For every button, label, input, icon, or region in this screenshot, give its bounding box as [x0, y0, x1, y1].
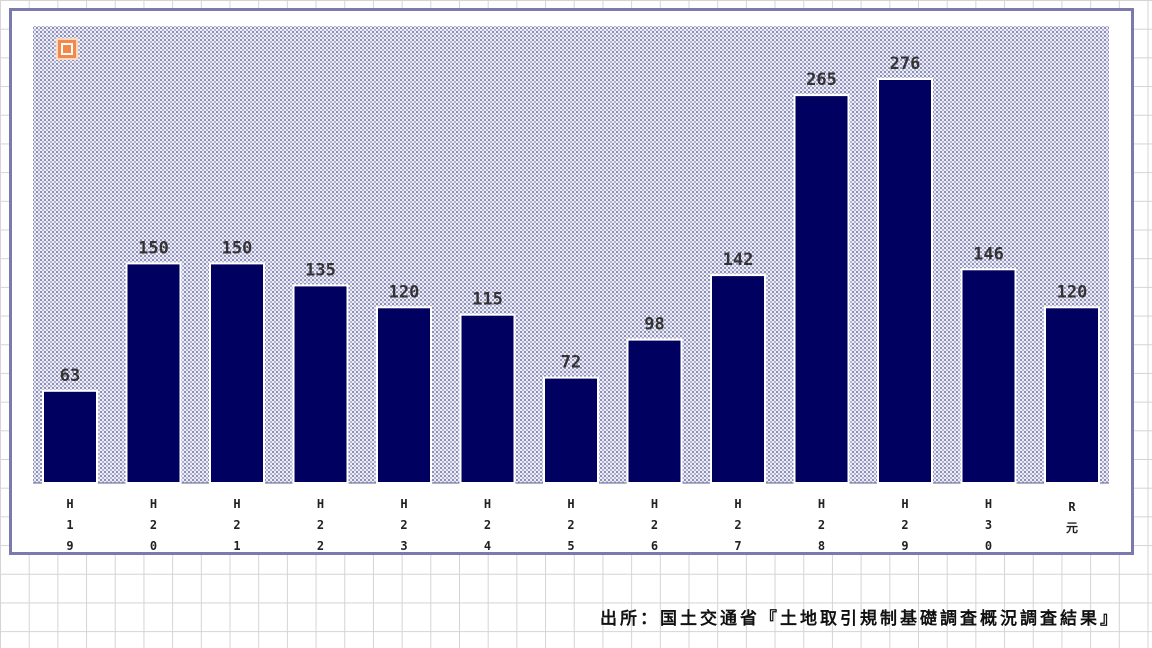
- bar-value-label: 150: [138, 238, 169, 258]
- source-note: 出所：国土交通省『土地取引規制基礎調査概況調査結果』: [600, 609, 1120, 629]
- bar-H20: [125, 262, 182, 484]
- bar-H27: [710, 274, 766, 484]
- bar-H24: [459, 313, 516, 485]
- bar-value-label: 98: [644, 315, 664, 335]
- bar-value-label: 150: [222, 238, 253, 258]
- bar-H23: [376, 306, 432, 484]
- bar-H22: [292, 284, 349, 484]
- bar-value-label: 120: [389, 282, 420, 302]
- bar-value-label: 72: [561, 353, 581, 373]
- bar-value-label: 115: [472, 290, 503, 310]
- bar-H21: [209, 262, 265, 484]
- bar-value-label: 265: [806, 70, 837, 90]
- bar-H25: [543, 376, 599, 485]
- bar-value-label: 135: [305, 260, 336, 280]
- new-badge-icon: [56, 38, 78, 60]
- bar-R元: [1044, 306, 1100, 484]
- bar-H19: [42, 389, 98, 484]
- bar-value-label: 276: [890, 54, 921, 74]
- bar-H30: [960, 268, 1017, 484]
- bar-value-label: 142: [723, 250, 754, 270]
- bar-H29: [877, 78, 933, 484]
- bar-value-label: 146: [973, 244, 1004, 264]
- bar-value-label: 63: [60, 366, 80, 386]
- bar-value-label: 120: [1057, 282, 1088, 302]
- bar-H26: [626, 338, 683, 484]
- bar-H28: [793, 94, 850, 484]
